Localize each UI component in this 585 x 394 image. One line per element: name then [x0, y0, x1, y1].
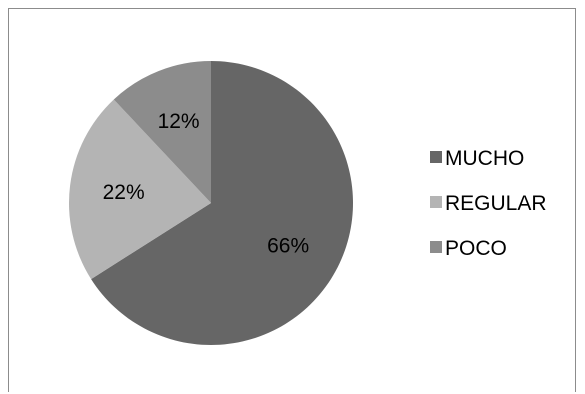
- legend-swatch-mucho: [430, 151, 442, 163]
- chart-frame: [8, 8, 576, 392]
- slice-labels: 66% 22% 12%: [103, 110, 310, 257]
- slice-label-poco: 12%: [158, 110, 200, 133]
- slice-label-mucho: 66%: [267, 234, 309, 257]
- legend: MUCHO REGULAR POCO: [430, 147, 547, 260]
- legend-label-mucho: MUCHO: [445, 147, 524, 170]
- legend-label-regular: REGULAR: [445, 192, 547, 215]
- pie-slice-poco: [113, 61, 211, 203]
- slice-label-regular: 22%: [103, 181, 145, 204]
- legend-swatch-poco: [430, 241, 442, 253]
- pie-slice-regular: [69, 99, 212, 280]
- pie-slice-mucho: [91, 61, 353, 345]
- legend-label-poco: POCO: [445, 237, 507, 260]
- pie-slices: [69, 61, 353, 345]
- legend-swatch-regular: [430, 196, 442, 208]
